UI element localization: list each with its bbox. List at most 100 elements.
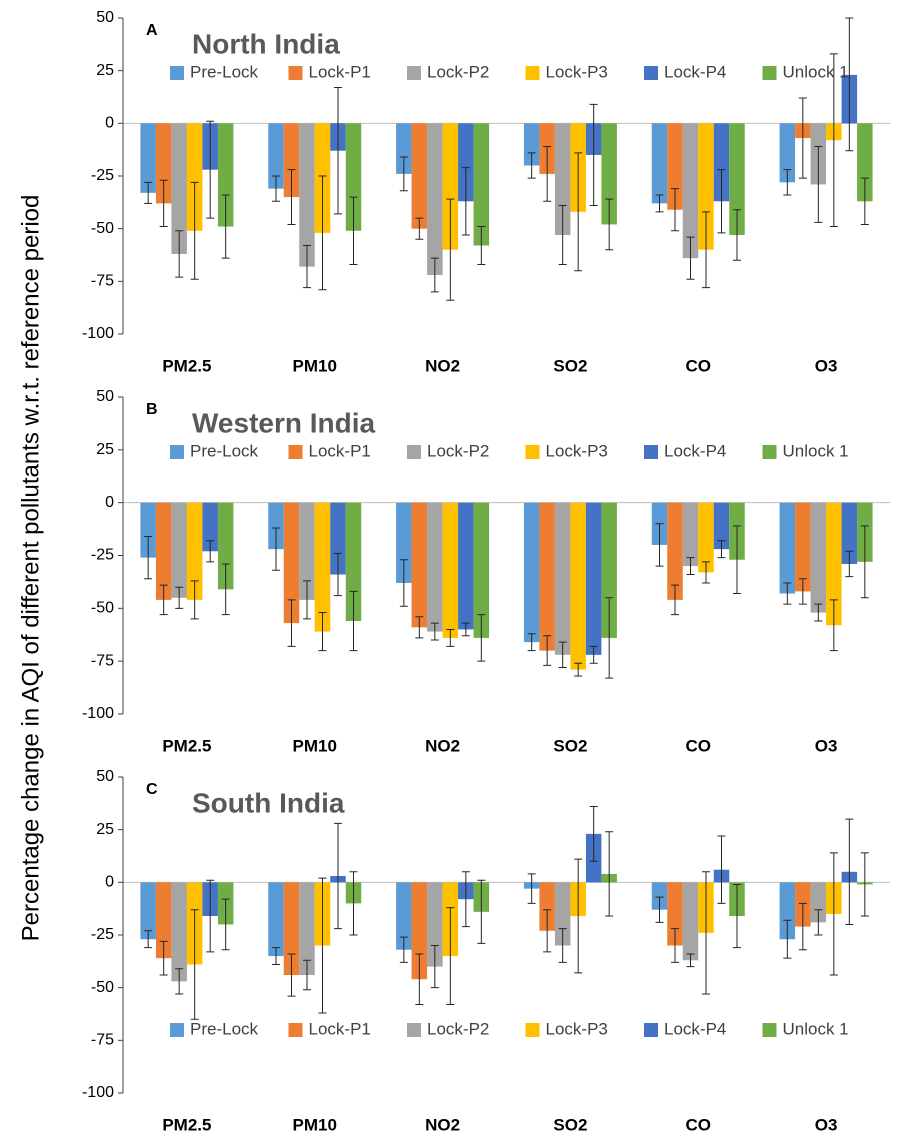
bar bbox=[682, 882, 699, 961]
legend-label: Pre-Lock bbox=[190, 62, 259, 81]
legend-label: Lock-P1 bbox=[309, 1019, 371, 1038]
error-bar bbox=[589, 103, 598, 206]
error-bar bbox=[798, 578, 807, 605]
x-tick-label: PM2.5 bbox=[162, 1115, 211, 1134]
x-tick-label: NO2 bbox=[425, 1115, 460, 1134]
x-tick-label: O3 bbox=[815, 1115, 838, 1134]
y-tick-label: 0 bbox=[105, 494, 114, 511]
y-tick-label: 50 bbox=[96, 768, 114, 785]
error-bar bbox=[461, 167, 470, 236]
error-bar bbox=[543, 909, 552, 953]
y-tick-label: -100 bbox=[82, 1084, 114, 1101]
error-bar bbox=[655, 523, 664, 567]
legend-label: Lock-P2 bbox=[427, 1019, 489, 1038]
x-tick-label: PM10 bbox=[293, 1115, 337, 1134]
error-bar bbox=[349, 871, 358, 936]
legend-label: Pre-Lock bbox=[190, 441, 259, 460]
bar bbox=[171, 882, 187, 982]
error-bar bbox=[287, 599, 296, 647]
x-tick-label: O3 bbox=[815, 736, 838, 755]
bar bbox=[299, 882, 315, 976]
error-bar bbox=[221, 194, 230, 259]
bar bbox=[713, 502, 730, 550]
x-tick-label: SO2 bbox=[553, 1115, 587, 1134]
legend-label: Lock-P2 bbox=[427, 441, 489, 460]
error-bar bbox=[415, 953, 424, 1006]
error-bar bbox=[702, 211, 710, 289]
bar bbox=[667, 123, 683, 210]
y-tick-label: -25 bbox=[91, 926, 114, 943]
bar bbox=[554, 502, 571, 655]
y-tick-label: -100 bbox=[82, 325, 114, 342]
bar bbox=[651, 882, 668, 910]
legend-swatch bbox=[288, 1023, 303, 1037]
bar bbox=[186, 502, 203, 600]
error-bar bbox=[829, 599, 838, 652]
bar bbox=[396, 882, 412, 950]
bar bbox=[779, 882, 796, 940]
x-tick-label: SO2 bbox=[553, 356, 587, 375]
chart-title: Western India bbox=[192, 407, 376, 438]
error-bar bbox=[845, 17, 854, 152]
legend-swatch bbox=[170, 1023, 184, 1037]
bar bbox=[155, 502, 172, 600]
error-bar bbox=[415, 217, 424, 240]
error-bar bbox=[717, 540, 726, 559]
error-bar bbox=[477, 614, 486, 662]
y-tick-label: 50 bbox=[96, 9, 114, 26]
y-tick-label: 50 bbox=[96, 388, 114, 405]
legend-label: Lock-P4 bbox=[664, 1019, 726, 1038]
bar bbox=[729, 123, 745, 235]
error-bar bbox=[558, 641, 567, 669]
legend-label: Pre-Lock bbox=[190, 1019, 259, 1038]
error-bar bbox=[783, 169, 792, 196]
bar bbox=[554, 882, 571, 946]
bar bbox=[314, 502, 331, 632]
y-tick-label: 25 bbox=[96, 821, 114, 838]
bar bbox=[155, 123, 172, 204]
bar bbox=[841, 502, 858, 564]
error-bar bbox=[349, 590, 358, 652]
error-bar bbox=[190, 181, 199, 280]
bar bbox=[268, 123, 284, 189]
bar bbox=[682, 123, 699, 259]
y-tick-label: -50 bbox=[91, 220, 114, 237]
legend-label: Unlock 1 bbox=[783, 62, 849, 81]
legend-swatch bbox=[170, 66, 184, 80]
error-bar bbox=[702, 871, 710, 995]
error-bar bbox=[814, 146, 823, 223]
error-bar bbox=[446, 628, 455, 647]
bar bbox=[570, 502, 586, 670]
error-bar bbox=[430, 945, 439, 989]
legend-label: Lock-P1 bbox=[309, 441, 371, 460]
error-bar bbox=[272, 947, 280, 965]
error-bar bbox=[399, 559, 408, 607]
bar bbox=[795, 502, 811, 592]
bar bbox=[857, 123, 873, 202]
error-bar bbox=[829, 53, 838, 228]
bar bbox=[779, 123, 796, 183]
error-bar bbox=[860, 525, 869, 599]
error-bar bbox=[144, 535, 153, 580]
bar bbox=[186, 123, 203, 231]
bar bbox=[396, 502, 412, 583]
error-bar bbox=[543, 146, 552, 202]
error-bar bbox=[589, 645, 598, 664]
error-bar bbox=[399, 936, 408, 963]
x-tick-label: NO2 bbox=[425, 356, 460, 375]
chart-title: South India bbox=[192, 787, 345, 818]
bar bbox=[458, 502, 474, 630]
error-bar bbox=[798, 97, 807, 179]
y-tick-label: 25 bbox=[96, 62, 114, 79]
error-bar bbox=[558, 204, 567, 265]
bar bbox=[810, 502, 827, 613]
x-tick-label: NO2 bbox=[425, 736, 460, 755]
error-bar bbox=[430, 622, 439, 641]
error-bar bbox=[686, 236, 695, 280]
error-bar bbox=[477, 879, 486, 944]
legend-label: Unlock 1 bbox=[783, 1019, 849, 1038]
panel-label: C bbox=[146, 781, 158, 798]
error-bar bbox=[655, 194, 664, 213]
bar bbox=[411, 123, 428, 229]
bar bbox=[473, 123, 490, 246]
